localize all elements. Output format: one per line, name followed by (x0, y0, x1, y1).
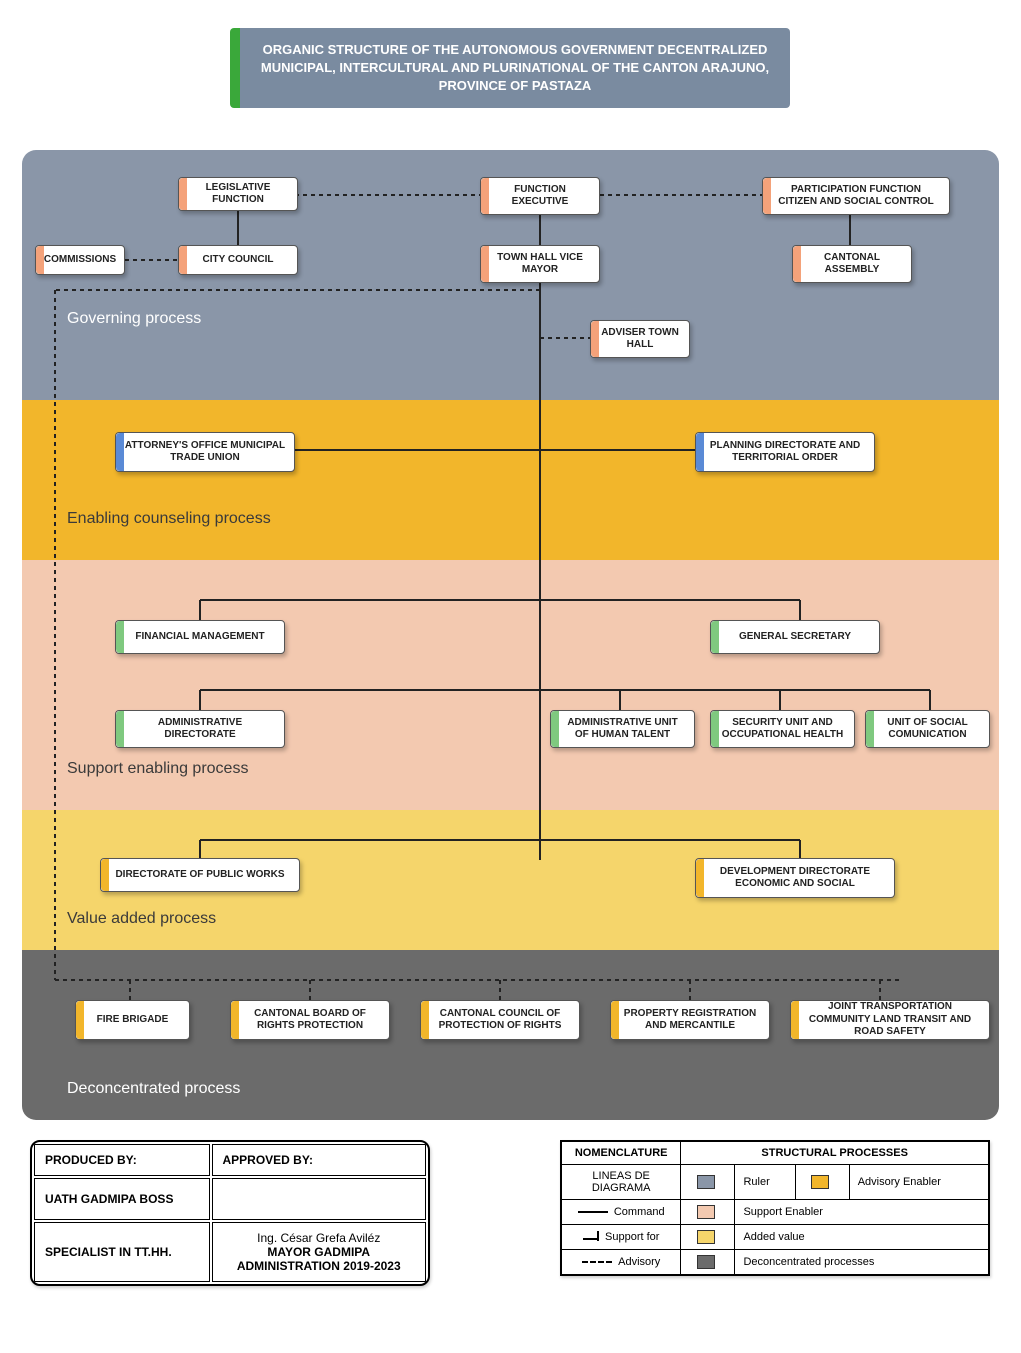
node-property: PROPERTY REGISTRATION AND MERCANTILE (610, 1000, 770, 1040)
approved-by-label: APPROVED BY: (212, 1144, 427, 1176)
legend-nomenclature: NOMENCLATURE (561, 1141, 681, 1165)
legend-table: NOMENCLATURE STRUCTURAL PROCESSES LINEAS… (560, 1140, 990, 1276)
node-secretary: GENERAL SECRETARY (710, 620, 880, 654)
produced-by-2: SPECIALIST IN TT.HH. (34, 1222, 210, 1282)
section-label-support: Support enabling process (67, 760, 248, 778)
node-participation: PARTICIPATION FUNCTION CITIZEN AND SOCIA… (762, 177, 950, 215)
node-socialcom: UNIT OF SOCIAL COMUNICATION (865, 710, 990, 748)
node-attorney: ATTORNEY'S OFFICE MUNICIPAL TRADE UNION (115, 432, 295, 472)
section-counsel: Enabling counseling process (22, 400, 999, 560)
approved-block: Ing. César Grefa Aviléz MAYOR GADMIPA AD… (212, 1222, 427, 1282)
produced-by-1: UATH GADMIPA BOSS (34, 1178, 210, 1220)
node-financial: FINANCIAL MANAGEMENT (115, 620, 285, 654)
node-rights-board: CANTONAL BOARD OF RIGHTS PROTECTION (230, 1000, 390, 1040)
footer: PRODUCED BY: APPROVED BY: UATH GADMIPA B… (30, 1140, 990, 1290)
node-fire: FIRE BRIGADE (75, 1000, 190, 1040)
legend-advisory: Advisory (618, 1256, 660, 1268)
legend-support-enabler: Support Enabler (735, 1200, 989, 1225)
legend-deconcentrated: Deconcentrated processes (735, 1250, 989, 1276)
produced-by-label: PRODUCED BY: (34, 1144, 210, 1176)
legend-command: Command (614, 1206, 665, 1218)
node-hr-unit: ADMINISTRATIVE UNIT OF HUMAN TALENT (550, 710, 695, 748)
legend-lineas: LINEAS DE DIAGRAMA (561, 1165, 681, 1200)
node-assembly: CANTONAL ASSEMBLY (792, 245, 912, 283)
org-chart-diagram: ORGANIC STRUCTURE OF THE AUTONOMOUS GOVE… (0, 20, 1021, 1313)
legend-added-value: Added value (735, 1225, 989, 1250)
legend-advisory-enabler: Advisory Enabler (849, 1165, 989, 1200)
approved-name: Ing. César Grefa Aviléz (257, 1231, 380, 1245)
legend-ruler: Ruler (735, 1165, 795, 1200)
approved-title: MAYOR GADMIPA (267, 1245, 370, 1259)
legend-structural: STRUCTURAL PROCESSES (681, 1141, 989, 1165)
section-label-governing: Governing process (67, 310, 201, 328)
node-admin-dir: ADMINISTRATIVE DIRECTORATE (115, 710, 285, 748)
approved-admin: ADMINISTRATION 2019-2023 (237, 1259, 401, 1273)
node-transport: JOINT TRANSPORTATION COMMUNITY LAND TRAN… (790, 1000, 990, 1040)
diagram-title: ORGANIC STRUCTURE OF THE AUTONOMOUS GOVE… (230, 28, 790, 108)
section-label-deconc: Deconcentrated process (67, 1080, 240, 1098)
node-vicemayor: TOWN HALL VICE MAYOR (480, 245, 600, 283)
node-rights-council: CANTONAL COUNCIL OF PROTECTION OF RIGHTS (420, 1000, 580, 1040)
section-label-value: Value added process (67, 910, 216, 928)
node-commissions: COMMISSIONS (35, 245, 125, 275)
node-security: SECURITY UNIT AND OCCUPATIONAL HEALTH (710, 710, 855, 748)
node-development: DEVELOPMENT DIRECTORATE ECONOMIC AND SOC… (695, 858, 895, 898)
node-publicworks: DIRECTORATE OF PUBLIC WORKS (100, 858, 300, 892)
legend-support-for: Support for (605, 1231, 659, 1243)
node-executive: FUNCTION EXECUTIVE (480, 177, 600, 215)
node-council: CITY COUNCIL (178, 245, 298, 275)
node-planning: PLANNING DIRECTORATE AND TERRITORIAL ORD… (695, 432, 875, 472)
signature-table: PRODUCED BY: APPROVED BY: UATH GADMIPA B… (30, 1140, 430, 1286)
node-adviser: ADVISER TOWN HALL (590, 320, 690, 358)
node-legislative: LEGISLATIVE FUNCTION (178, 177, 298, 211)
section-label-counsel: Enabling counseling process (67, 510, 271, 528)
section-support: Support enabling process (22, 560, 999, 810)
